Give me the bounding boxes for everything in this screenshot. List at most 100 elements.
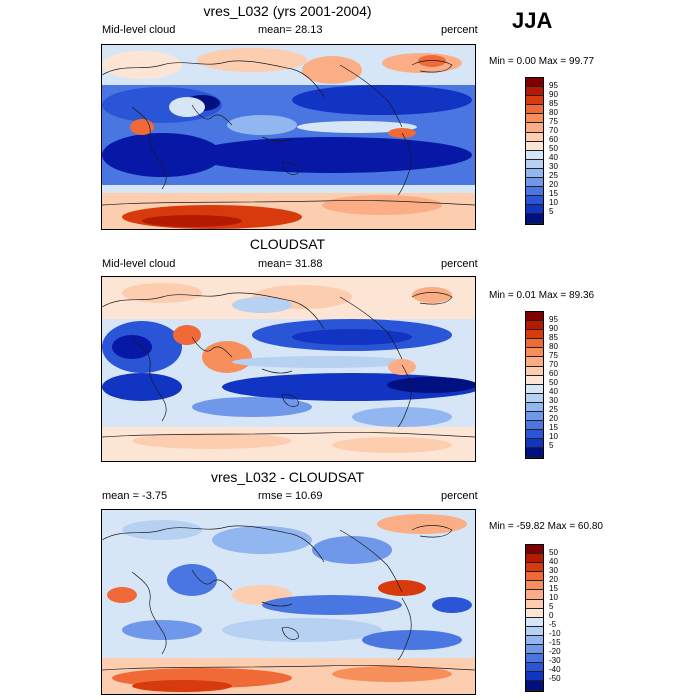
field-blob [202,341,252,373]
panel-2-left-label: Mid-level cloud [102,258,176,270]
colorbar-tick: 15 [549,189,558,198]
panel-2-field [102,277,475,461]
colorbar-tick: 30 [549,162,558,171]
colorbar-tick: -20 [549,647,561,656]
panel-3-rmse: rmse = 10.69 [258,490,323,502]
colorbar-tick: 20 [549,414,558,423]
colorbar-tick: 5 [549,441,554,450]
field-band [102,185,475,193]
panel-2-mean: mean= 31.88 [258,258,323,270]
field-blob [292,85,472,115]
field-blob [292,329,412,345]
field-blob [262,595,402,615]
panel-1-mean: mean= 28.13 [258,24,323,36]
field-blob [102,51,182,79]
field-blob [192,397,312,417]
colorbar-tick: 5 [549,207,554,216]
coastlines [102,525,475,671]
panel-3-title: vres_L032 - CLOUDSAT [210,469,364,485]
field-blob [227,115,297,135]
field-blob [352,407,452,427]
colorbar-tick: 80 [549,108,558,117]
colorbar-tick: 15 [549,423,558,432]
field-blob [169,97,205,117]
field-blob [302,56,362,84]
panel-3-units: percent [441,490,478,502]
field-blob [362,630,462,650]
colorbar-tick: 75 [549,117,558,126]
colorbar-tick: -50 [549,674,561,683]
colorbar-cells [525,544,544,692]
colorbar-tick: 10 [549,593,558,602]
colorbar-tick: 95 [549,315,558,324]
colorbar-tick: 50 [549,378,558,387]
colorbar-tick: 85 [549,99,558,108]
colorbar-tick: 70 [549,126,558,135]
panel-3-mean: mean = -3.75 [102,490,168,502]
field-blob [418,55,446,67]
panel-2-map [101,276,476,462]
field-blob [212,526,312,554]
colorbar-tick: 40 [549,557,558,566]
field-blob [232,356,412,368]
field-blob [377,514,467,534]
field-blob [222,618,382,642]
colorbar-tick: 95 [549,81,558,90]
colorbar-tick: 25 [549,405,558,414]
field-blob [232,297,292,313]
field-blob [167,564,217,596]
colorbar-tick: 80 [549,342,558,351]
panel-2-units: percent [441,258,478,270]
colorbar-tick: 40 [549,387,558,396]
field-blob [112,335,152,359]
field-blob [412,287,452,303]
field-blob [132,680,232,692]
colorbar-tick: 60 [549,135,558,144]
field-blob [173,325,201,345]
field-blob [332,437,452,453]
colorbar-tick: 90 [549,324,558,333]
field-blob [102,373,182,401]
panel-3-min-max: Min = -59.82 Max = 60.80 [489,521,603,532]
field-blob [432,597,472,613]
colorbar-cells [525,311,544,459]
field-blob [332,666,452,682]
field-blob [142,215,242,227]
panel-1-min-max: Min = 0.00 Max = 99.77 [489,56,595,67]
colorbar-tick: 15 [549,584,558,593]
field-blob [378,580,426,596]
field-blob [322,195,442,215]
field-blob [197,48,307,72]
colorbar-tick: 10 [549,432,558,441]
field-blob [388,359,416,375]
field-blob [102,133,222,177]
colorbar-tick: -5 [549,620,557,629]
panel-1-map [101,44,476,230]
field-blob [387,377,475,393]
colorbar-tick: 85 [549,333,558,342]
colorbar-tick: 60 [549,369,558,378]
panel-3-map [101,509,476,695]
panel-1-title: vres_L032 (yrs 2001-2004) [203,3,372,19]
coastlines [102,292,475,438]
colorbar-tick: 40 [549,153,558,162]
panel-1-units: percent [441,24,478,36]
colorbar-tick: 10 [549,198,558,207]
colorbar-tick: 25 [549,171,558,180]
colorbar-tick: -40 [549,665,561,674]
colorbar-tick: 90 [549,90,558,99]
field-blob [312,536,392,564]
field-blob [122,283,202,303]
field-blob [107,587,137,603]
colorbar-tick: -15 [549,638,561,647]
field-blob [297,121,417,133]
colorbar-tick: 50 [549,548,558,557]
field-blob [122,620,202,640]
field-blob [192,137,472,173]
colorbar-tick: 75 [549,351,558,360]
panel-2-min-max: Min = 0.01 Max = 89.36 [489,290,595,301]
colorbar-tick: -30 [549,656,561,665]
panel-1-field [102,45,475,229]
coastlines [102,60,475,206]
colorbar-tick: 70 [549,360,558,369]
